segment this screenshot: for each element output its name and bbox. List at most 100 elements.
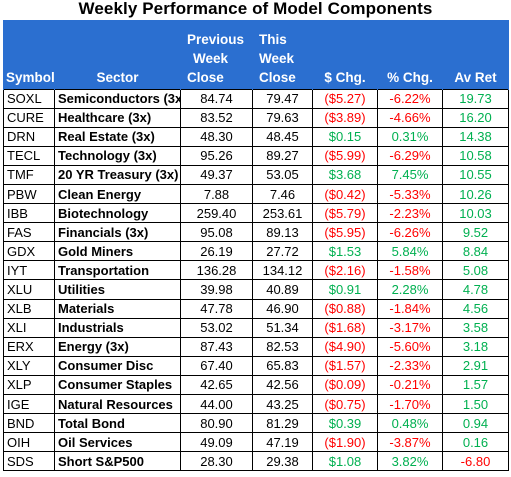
previous-close-cell: 26.19 [180, 241, 253, 262]
average-return-cell: 10.55 [442, 164, 509, 185]
this-close-cell: 134.12 [252, 260, 313, 281]
this-close-cell: 40.89 [252, 279, 313, 300]
percent-change-cell: 2.28% [377, 279, 443, 300]
table-row: IYT Transportation 136.28 134.12 ($2.16) -1.5… [3, 260, 509, 281]
this-close-cell: 51.34 [252, 317, 313, 338]
symbol-cell: OIH [3, 432, 55, 453]
dollar-change-cell: ($2.16) [312, 260, 378, 281]
symbol-cell: CURE [3, 107, 55, 128]
table-row: FAS Financials (3x) 95.08 89.13 ($5.95) -6.26… [3, 222, 509, 243]
header-this-line-1: This [259, 31, 287, 47]
percent-change-cell: -0.21% [377, 374, 443, 396]
average-return-cell: 3.18 [442, 336, 509, 357]
table-row: XLB Materials 47.78 46.90 ($0.88) -1.84% 4.56 [3, 298, 509, 319]
average-return-cell: 5.08 [442, 260, 509, 281]
previous-close-cell: 44.00 [180, 393, 253, 415]
sector-cell: Natural Resources [54, 393, 181, 415]
sector-cell: Utilities [54, 279, 181, 300]
percent-change-cell: -3.87% [377, 432, 443, 453]
dollar-change-cell: $3.68 [312, 164, 378, 185]
percent-change-cell: 0.48% [377, 413, 443, 434]
symbol-cell: DRN [3, 126, 55, 147]
percent-change-cell: -5.33% [377, 183, 443, 205]
average-return-cell: -6.80 [442, 451, 509, 472]
percent-change-cell: 3.82% [377, 451, 443, 472]
percent-change-cell: -6.29% [377, 145, 443, 166]
dollar-change-cell: ($1.57) [312, 355, 378, 376]
average-return-cell: 16.20 [442, 107, 509, 128]
previous-close-cell: 48.30 [180, 126, 253, 147]
sector-cell: Consumer Disc [54, 355, 181, 376]
header-prev-line-1: Previous [187, 31, 245, 47]
this-close-cell: 29.38 [252, 451, 313, 472]
previous-close-cell: 95.26 [180, 145, 253, 166]
symbol-cell: TECL [3, 145, 55, 166]
sector-cell: Semiconductors (3x) [54, 88, 181, 109]
this-close-cell: 79.63 [252, 107, 313, 128]
header-this-line-2: Week [259, 50, 295, 66]
symbol-cell: PBW [3, 183, 55, 205]
table-row: SDS Short S&P500 28.30 29.38 $1.08 3.82% -6.80 [3, 451, 509, 472]
table-row: XLY Consumer Disc 67.40 65.83 ($1.57) -2.33% 2… [3, 355, 509, 376]
average-return-cell: 3.58 [442, 317, 509, 338]
dollar-change-cell: ($1.90) [312, 432, 378, 453]
table-body: SOXL Semiconductors (3x) 84.74 79.47 ($5.27)… [3, 88, 509, 472]
this-close-cell: 43.25 [252, 393, 313, 415]
dollar-change-cell: $1.53 [312, 241, 378, 262]
sector-cell: Industrials [54, 317, 181, 338]
symbol-cell: BND [3, 413, 55, 434]
table-row: PBW Clean Energy 7.88 7.46 ($0.42) -5.33% 10.2… [3, 183, 509, 205]
average-return-cell: 10.03 [442, 203, 509, 224]
average-return-cell: 0.16 [442, 432, 509, 453]
previous-close-cell: 84.74 [180, 88, 253, 109]
previous-close-cell: 42.65 [180, 374, 253, 396]
previous-close-cell: 49.09 [180, 432, 253, 453]
dollar-change-cell: ($5.79) [312, 203, 378, 224]
average-return-cell: 14.38 [442, 126, 509, 147]
symbol-cell: XLP [3, 374, 55, 396]
table-row: XLP Consumer Staples 42.65 42.56 ($0.09) -0.2… [3, 374, 509, 396]
average-return-cell: 8.84 [442, 241, 509, 262]
this-close-cell: 47.19 [252, 432, 313, 453]
sector-cell: Technology (3x) [54, 145, 181, 166]
table-row: IGE Natural Resources 44.00 43.25 ($0.75) -1.… [3, 393, 509, 415]
dollar-change-cell: $1.08 [312, 451, 378, 472]
this-close-cell: 81.29 [252, 413, 313, 434]
this-close-cell: 82.53 [252, 336, 313, 357]
dollar-change-cell: $0.39 [312, 413, 378, 434]
sector-cell: Total Bond [54, 413, 181, 434]
table-row: SOXL Semiconductors (3x) 84.74 79.47 ($5.27)… [3, 88, 509, 109]
symbol-cell: XLI [3, 317, 55, 338]
dollar-change-cell: ($3.89) [312, 107, 378, 128]
table-row: TECL Technology (3x) 95.26 89.27 ($5.99) -6.2… [3, 145, 509, 166]
sector-cell: Gold Miners [54, 241, 181, 262]
average-return-cell: 2.91 [442, 355, 509, 376]
sector-cell: Biotechnology [54, 203, 181, 224]
symbol-cell: GDX [3, 241, 55, 262]
symbol-cell: TMF [3, 164, 55, 185]
header-prev-line-3: Close [187, 69, 224, 85]
symbol-cell: SOXL [3, 88, 55, 109]
percent-change-cell: -6.22% [377, 88, 443, 109]
average-return-cell: 4.78 [442, 279, 509, 300]
symbol-cell: IBB [3, 203, 55, 224]
dollar-change-cell: ($5.99) [312, 145, 378, 166]
percent-change-cell: 7.45% [377, 164, 443, 185]
this-close-cell: 48.45 [252, 126, 313, 147]
previous-close-cell: 47.78 [180, 298, 253, 319]
this-close-cell: 89.27 [252, 145, 313, 166]
header-row: Symbol Sector Previous Week Close This W… [3, 20, 509, 89]
sector-cell: 20 YR Treasury (3x) [54, 164, 181, 185]
dollar-change-cell: ($5.95) [312, 222, 378, 243]
dollar-change-cell: ($4.90) [312, 336, 378, 357]
previous-close-cell: 136.28 [180, 260, 253, 281]
dollar-change-cell: ($1.68) [312, 317, 378, 338]
average-return-cell: 10.58 [442, 145, 509, 166]
percent-change-cell: -5.60% [377, 336, 443, 357]
symbol-cell: XLB [3, 298, 55, 319]
this-close-cell: 89.13 [252, 222, 313, 243]
report-title: Weekly Performance of Model Components [78, 0, 433, 18]
header-percent-change: % Chg. [377, 20, 443, 89]
percent-change-cell: -6.26% [377, 222, 443, 243]
percent-change-cell: 5.84% [377, 241, 443, 262]
